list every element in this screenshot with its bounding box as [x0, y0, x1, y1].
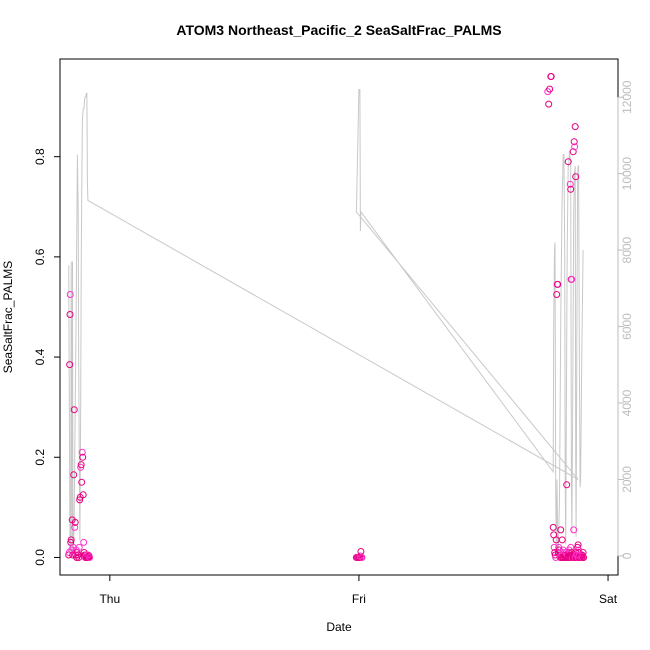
data-point — [357, 548, 365, 555]
data-point — [77, 461, 85, 469]
data-point — [567, 185, 575, 193]
chart-title: ATOM3 Northeast_Pacific_2 SeaSaltFrac_PA… — [176, 22, 501, 38]
data-point — [570, 526, 578, 534]
data-point — [356, 552, 364, 560]
y-tick-label: 0.0 — [33, 549, 47, 566]
data-point — [564, 158, 572, 166]
data-point — [568, 275, 576, 283]
data-point — [563, 481, 571, 489]
data-point — [358, 554, 366, 561]
data-point — [553, 291, 561, 298]
x-tick-label: Fri — [352, 592, 366, 606]
altitude-line-layer — [68, 89, 584, 556]
data-point — [571, 123, 579, 131]
data-point — [572, 173, 580, 181]
data-point — [569, 148, 577, 156]
data-point — [66, 311, 74, 318]
altitude-line — [68, 89, 584, 556]
data-point — [554, 280, 562, 288]
data-point — [570, 138, 578, 146]
data-point — [65, 551, 73, 559]
data-point — [76, 496, 84, 504]
right-axis: 0 2000 4000 6000 8000 10000 12000 — [617, 80, 634, 559]
x-axis-label: Date — [326, 620, 352, 634]
data-point — [66, 291, 74, 298]
data-point — [573, 551, 581, 559]
points-layer — [65, 73, 588, 561]
y2-tick-label: 10000 — [620, 157, 634, 191]
data-point — [549, 523, 557, 531]
data-point — [79, 491, 87, 499]
y-tick-label: 0.4 — [33, 348, 47, 365]
data-point — [79, 453, 87, 461]
y-tick-label: 0.6 — [33, 248, 47, 265]
data-point — [567, 543, 575, 551]
x-tick-label: Sat — [599, 592, 618, 606]
plot-frame — [59, 58, 619, 576]
x-tick-label: Thu — [99, 592, 120, 606]
y2-tick-label: 8000 — [620, 236, 634, 263]
data-point — [571, 143, 579, 151]
data-point — [580, 554, 588, 561]
data-point — [67, 536, 75, 544]
y2-tick-label: 12000 — [620, 80, 634, 114]
y-tick-label: 0.2 — [33, 449, 47, 466]
data-point — [66, 361, 74, 369]
y-tick-label: 0.8 — [33, 148, 47, 165]
y2-tick-label: 6000 — [620, 313, 634, 340]
left-axis: 0.0 0.2 0.4 0.6 0.8 — [33, 148, 61, 566]
data-point — [70, 471, 78, 479]
data-point — [75, 543, 83, 551]
data-point — [78, 478, 86, 486]
data-point — [86, 554, 94, 561]
data-point — [557, 526, 565, 534]
data-point — [71, 518, 79, 526]
data-point — [558, 536, 566, 544]
data-point — [547, 73, 555, 80]
data-point — [546, 85, 554, 93]
y-axis-label: SeaSaltFrac_PALMS — [1, 261, 15, 374]
data-point — [566, 180, 574, 188]
y2-tick-label: 4000 — [620, 389, 634, 416]
y2-tick-label: 0 — [620, 552, 634, 559]
data-point — [574, 541, 582, 549]
data-point — [575, 546, 583, 554]
data-point — [80, 538, 88, 546]
data-point — [78, 448, 86, 456]
bottom-axis: Thu Fri Sat — [99, 574, 618, 606]
data-point — [77, 463, 85, 471]
data-point — [70, 406, 78, 414]
data-point — [545, 100, 553, 108]
data-point — [71, 523, 79, 531]
y2-tick-label: 2000 — [620, 466, 634, 493]
